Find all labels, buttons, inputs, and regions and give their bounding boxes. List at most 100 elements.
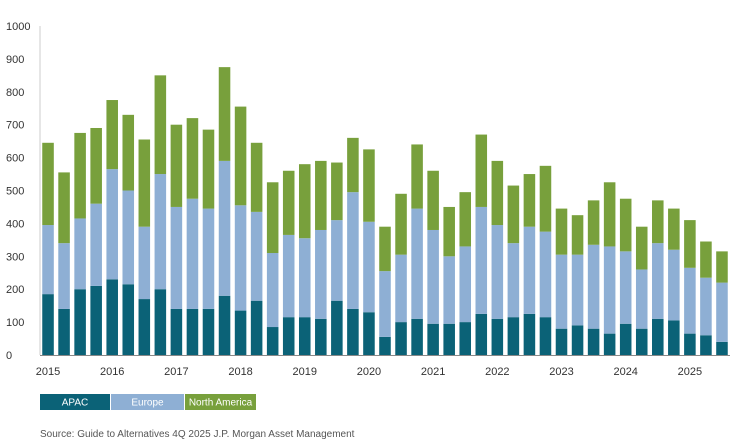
bar-apac-30 xyxy=(523,313,536,356)
bar-apac-38 xyxy=(652,318,664,355)
bar-apac-18 xyxy=(331,300,343,355)
bar-apac-13 xyxy=(250,300,263,355)
y-tick-label-200: 200 xyxy=(6,284,24,296)
bar-stack-2022-q2 xyxy=(507,185,520,355)
bar-apac-40 xyxy=(684,333,696,355)
bar-europe-28 xyxy=(491,225,504,319)
bar-apac-17 xyxy=(315,318,327,355)
bar-stack-2025-q2 xyxy=(700,241,712,355)
legend-label-europe: Europe xyxy=(131,398,164,409)
bar-apac-35 xyxy=(603,333,616,355)
bar-stack-2019-q2 xyxy=(315,160,327,355)
y-axis: 0 100 200 300 400 500 600 700 800 900 1000 xyxy=(6,21,41,362)
bar-europe-32 xyxy=(555,254,568,329)
bar-stack-2024-q2 xyxy=(635,226,648,355)
bar-stack-2015-q4 xyxy=(90,127,102,355)
bar-europe-16 xyxy=(298,238,311,318)
bar-stack-2021-q3 xyxy=(459,192,472,355)
bar-apac-4 xyxy=(106,279,118,355)
bar-stack-2018-q1 xyxy=(234,106,247,355)
bar-stack-2024-q3 xyxy=(652,200,664,355)
bar-stack-2015-q3 xyxy=(74,132,86,355)
bar-north-america-16 xyxy=(298,164,311,239)
bar-apac-9 xyxy=(186,308,199,355)
x-tick-label-2018: 2018 xyxy=(228,366,252,378)
bar-north-america-8 xyxy=(170,124,183,207)
bar-europe-0 xyxy=(42,225,54,295)
bar-europe-11 xyxy=(218,160,231,296)
x-tick-label-2023: 2023 xyxy=(549,366,573,378)
bar-north-america-35 xyxy=(603,182,616,247)
bar-north-america-24 xyxy=(427,170,439,230)
bar-north-america-11 xyxy=(218,67,231,161)
bar-north-america-21 xyxy=(379,226,391,272)
bar-stack-2018-q3 xyxy=(266,182,279,355)
bar-north-america-40 xyxy=(684,220,696,268)
bar-apac-37 xyxy=(635,328,648,355)
bar-europe-10 xyxy=(202,208,215,309)
bar-europe-13 xyxy=(250,211,263,301)
bar-apac-20 xyxy=(363,312,375,355)
bar-stack-2017-q2 xyxy=(186,118,199,355)
bar-stack-2018-q2 xyxy=(250,142,263,355)
bar-europe-31 xyxy=(539,231,552,318)
bar-europe-12 xyxy=(234,205,247,311)
bar-europe-2 xyxy=(74,218,86,290)
bar-stack-2020-q3 xyxy=(395,193,407,355)
y-tick-label-500: 500 xyxy=(6,186,24,198)
bar-apac-5 xyxy=(122,284,135,355)
bar-north-america-38 xyxy=(652,200,664,244)
bar-europe-35 xyxy=(603,246,616,334)
bar-stack-2016-q3 xyxy=(138,139,151,355)
bar-apac-14 xyxy=(266,327,279,355)
bar-europe-20 xyxy=(363,221,375,313)
y-tick-label-400: 400 xyxy=(6,218,24,230)
bar-north-america-30 xyxy=(523,174,536,227)
bar-apac-12 xyxy=(234,310,247,355)
x-tick-label-2022: 2022 xyxy=(485,366,509,378)
bar-europe-5 xyxy=(122,190,135,285)
y-tick-label-900: 900 xyxy=(6,54,24,66)
bar-stack-2023-q4 xyxy=(603,182,616,355)
bar-stack-2020-q1 xyxy=(363,149,375,355)
bar-europe-41 xyxy=(700,277,712,336)
bar-apac-24 xyxy=(427,323,439,355)
bar-north-america-33 xyxy=(571,215,584,255)
bar-apac-25 xyxy=(443,323,455,355)
bars xyxy=(42,67,728,356)
y-tick-label-1000: 1000 xyxy=(6,21,30,33)
bar-europe-36 xyxy=(619,251,632,324)
bar-north-america-39 xyxy=(668,208,680,250)
x-tick-label-2020: 2020 xyxy=(357,366,381,378)
bar-stack-2025-q3 xyxy=(716,251,728,355)
legend-swatch-apac xyxy=(40,394,110,410)
bar-europe-15 xyxy=(282,234,295,318)
x-tick-label-2017: 2017 xyxy=(164,366,188,378)
bar-north-america-31 xyxy=(539,165,552,232)
bar-north-america-15 xyxy=(282,170,295,235)
bar-apac-1 xyxy=(58,308,70,355)
bar-apac-29 xyxy=(507,317,520,355)
bar-stack-2020-q4 xyxy=(411,144,423,355)
legend-swatch-europe xyxy=(111,394,184,410)
x-tick-label-2016: 2016 xyxy=(100,366,124,378)
bar-apac-23 xyxy=(411,318,423,355)
bar-north-america-3 xyxy=(90,127,102,204)
bar-stack-2021-q4 xyxy=(475,134,488,356)
bar-stack-2017-q1 xyxy=(170,124,183,355)
bar-europe-21 xyxy=(379,271,391,337)
bar-stack-2022-q3 xyxy=(523,174,536,356)
bar-north-america-27 xyxy=(475,134,488,207)
bar-europe-3 xyxy=(90,203,102,286)
bar-apac-19 xyxy=(347,308,359,355)
bar-stack-2016-q1 xyxy=(106,100,118,355)
bar-north-america-12 xyxy=(234,106,247,206)
bar-stack-2025-q1 xyxy=(684,220,696,355)
x-tick-label-2025: 2025 xyxy=(678,366,702,378)
legend-label-apac: APAC xyxy=(62,398,89,409)
bar-europe-30 xyxy=(523,226,536,314)
y-tick-label-0: 0 xyxy=(6,350,12,362)
bar-stack-2015-q2 xyxy=(58,172,70,355)
bar-stack-2021-q2 xyxy=(443,206,455,355)
bar-north-america-18 xyxy=(331,162,343,221)
